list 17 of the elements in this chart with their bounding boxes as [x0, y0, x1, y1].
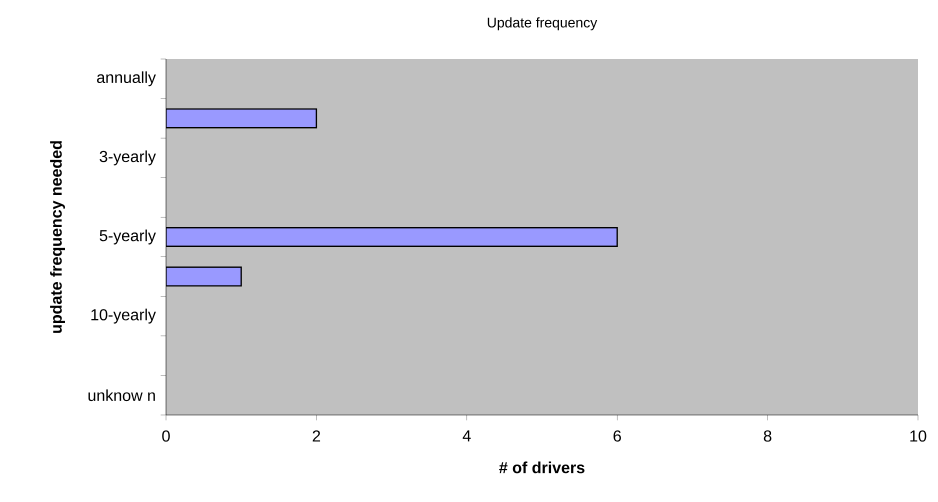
y-tick-label: unknow n: [88, 389, 155, 402]
x-axis-title: # of drivers: [499, 462, 584, 474]
chart-title: Update frequency: [488, 17, 598, 30]
y-tick-label: 3-yearly: [100, 150, 156, 166]
x-tick-label: 2: [312, 430, 320, 442]
y-tick-label: annually: [97, 71, 156, 86]
bar: [166, 226, 618, 247]
bar: [166, 266, 242, 287]
x-tick-label: 4: [462, 430, 471, 442]
x-tick-label: 6: [614, 430, 621, 442]
y-tick-label: 5-yearly: [100, 230, 156, 244]
x-tick-label: 10: [910, 430, 926, 442]
bar: [166, 108, 318, 128]
x-tick-label: 8: [764, 430, 772, 442]
y-axis-title: update frequency needed: [50, 141, 65, 333]
y-tick-label: 10-yearly: [91, 308, 156, 324]
x-tick-label: 0: [162, 430, 170, 442]
